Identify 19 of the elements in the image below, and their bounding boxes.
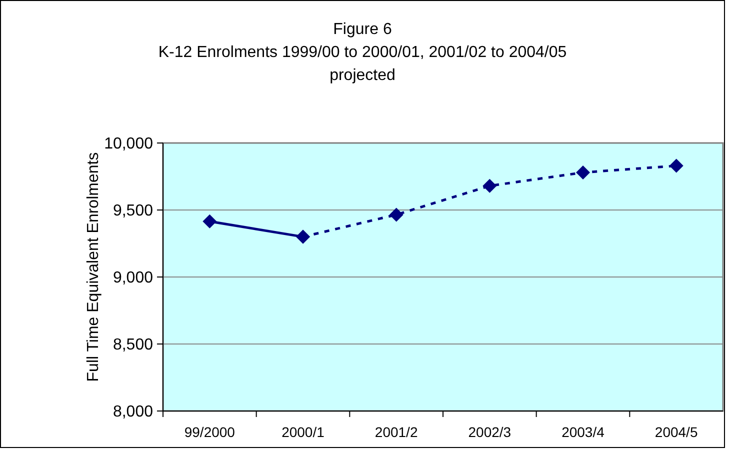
point <box>669 158 684 173</box>
y-tick-label: 9,500 <box>112 202 154 220</box>
y-tick-label: 8,500 <box>112 336 154 354</box>
x-tick-label: 2002/3 <box>468 424 512 440</box>
point <box>296 230 310 244</box>
y-tick-label: 10,000 <box>104 136 154 153</box>
y-tick-label: 9,000 <box>112 270 154 287</box>
x-tick-label: 99/2000 <box>184 424 236 440</box>
x-tick-label: 2000/1 <box>282 424 325 440</box>
x-tick-label: 2003/4 <box>562 424 605 440</box>
y-tick-label: 8,000 <box>112 404 154 421</box>
y-axis-title: Full Time Equivalent Enrolments <box>85 152 102 382</box>
x-tick-label: 2001/2 <box>374 424 418 440</box>
point <box>482 178 497 193</box>
point <box>576 165 590 180</box>
x-tick-label: 2004/5 <box>654 424 698 440</box>
chart-title: Figure 6 K-12 Enrolments 1999/00 to 2000/01, 2001/02 to 2004/05 projected <box>158 21 567 84</box>
point <box>389 208 404 222</box>
point <box>202 214 217 228</box>
